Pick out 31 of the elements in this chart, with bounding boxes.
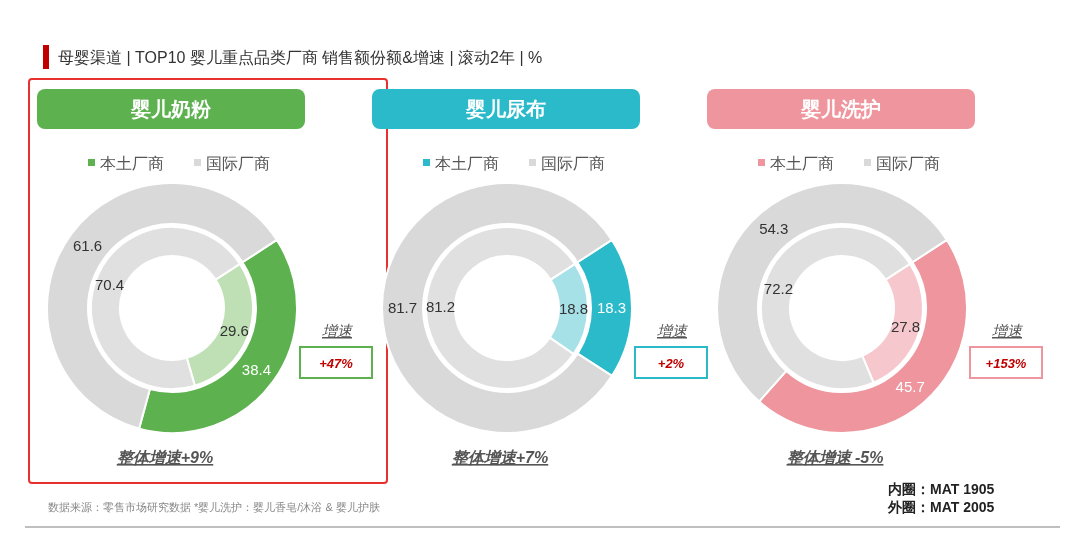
data-label: 81.7 xyxy=(387,299,418,317)
data-label: 18.8 xyxy=(558,299,589,317)
annotation: 外圈：MAT 2005 xyxy=(888,499,995,515)
data-label: 45.7 xyxy=(895,378,925,396)
title: 婴儿尿布 xyxy=(466,98,546,120)
data-label: 70.4 xyxy=(95,275,125,293)
annotation: +47% xyxy=(319,356,353,371)
annotation: +2% xyxy=(657,356,685,371)
legend-label: 国际厂商 xyxy=(876,155,940,172)
legend-label: 国际厂商 xyxy=(206,155,270,172)
legend-label: 本土厂商 xyxy=(770,155,834,172)
data-label: 81.2 xyxy=(425,298,456,316)
data-label: 29.6 xyxy=(219,322,249,340)
annotation: 增速 xyxy=(322,322,352,339)
data-label: 18.3 xyxy=(596,298,627,316)
data-label: 72.2 xyxy=(763,279,793,297)
legend-label: 本土厂商 xyxy=(100,155,164,172)
title: 婴儿奶粉 xyxy=(131,98,211,120)
annotation: 数据来源：零售市场研究数据 *婴儿洗护：婴儿香皂/沐浴 & 婴儿护肤 xyxy=(48,501,380,513)
annotation: 内圈：MAT 1905 xyxy=(888,481,995,497)
page-title: 母婴渠道 | TOP10 婴儿重点品类厂商 销售额份额&增速 | 滚动2年 | % xyxy=(58,49,543,66)
data-label: 54.3 xyxy=(759,219,789,237)
legend-label: 国际厂商 xyxy=(541,155,605,172)
legend-label: 本土厂商 xyxy=(435,155,499,172)
annotation: 增速 xyxy=(992,322,1022,339)
annotation: +153% xyxy=(985,356,1027,371)
data-label: 38.4 xyxy=(241,360,271,378)
title: 婴儿洗护 xyxy=(801,98,881,120)
annotation: 增速 xyxy=(657,322,687,339)
data-label: 27.8 xyxy=(891,318,921,336)
data-label: 61.6 xyxy=(73,237,103,255)
